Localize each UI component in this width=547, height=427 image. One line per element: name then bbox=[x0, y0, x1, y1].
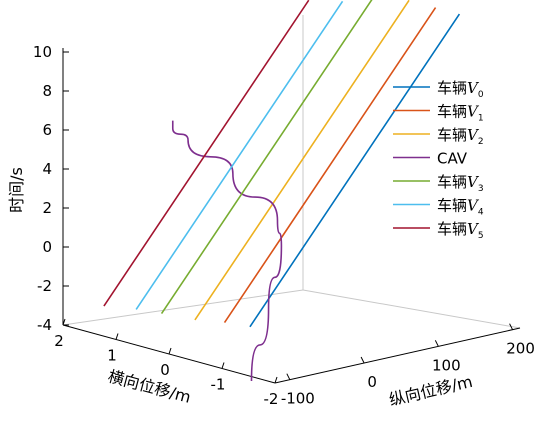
lateral-tick-mark bbox=[168, 347, 172, 355]
legend-var: V bbox=[467, 103, 480, 121]
lateral-tick-label: 0 bbox=[160, 361, 170, 379]
legend-var: V bbox=[467, 197, 480, 215]
series-line-2 bbox=[194, 0, 410, 321]
series-line-5 bbox=[135, 0, 344, 310]
time-axis-label: 时间/s bbox=[7, 167, 26, 213]
longitudinal-tick-group: -100 0 100 200 bbox=[281, 323, 535, 408]
legend-label-1: 车辆V1 bbox=[437, 103, 484, 124]
legend-var: V bbox=[467, 220, 480, 238]
axes-box bbox=[62, 15, 521, 329]
legend-var: V bbox=[467, 126, 480, 144]
axes-front bbox=[62, 48, 521, 384]
legend-label-6: 车辆V5 bbox=[437, 220, 484, 241]
lateral-tick-label: -1 bbox=[211, 376, 226, 394]
legend-name: 车辆 bbox=[437, 220, 467, 238]
legend-name: 车辆 bbox=[437, 173, 467, 191]
legend-label-4: 车辆V3 bbox=[437, 173, 484, 194]
series-line-1 bbox=[223, 7, 437, 324]
legend-var: V bbox=[467, 79, 480, 97]
lateral-tick-mark bbox=[62, 318, 66, 326]
legend-name: 车辆 bbox=[437, 126, 467, 144]
series-line-6 bbox=[103, 0, 310, 307]
longitudinal-tick-mark bbox=[509, 323, 514, 330]
lateral-tick-mark bbox=[221, 362, 225, 369]
lateral-tick-label: 1 bbox=[107, 347, 117, 365]
longitudinal-axis-label: 纵向位移/m bbox=[387, 372, 474, 410]
lateral-tick-label: 2 bbox=[54, 332, 64, 350]
legend-sub: 3 bbox=[478, 184, 484, 194]
time-tick-label: 4 bbox=[42, 160, 52, 178]
series-line-4 bbox=[160, 0, 373, 315]
longitudinal-tick-label: 100 bbox=[432, 356, 461, 374]
longitudinal-axis-line bbox=[274, 327, 521, 384]
legend-name: 车辆 bbox=[437, 103, 467, 121]
legend-sub: 1 bbox=[478, 114, 484, 124]
lateral-tick-mark bbox=[274, 376, 278, 384]
time-tick-label: 6 bbox=[42, 121, 52, 139]
lateral-tick-label: -2 bbox=[264, 390, 279, 408]
longitudinal-tick-mark bbox=[434, 340, 439, 347]
lateral-tick-mark bbox=[115, 333, 119, 340]
longitudinal-tick-mark bbox=[286, 373, 291, 380]
time-tick-label: 2 bbox=[42, 199, 52, 217]
longitudinal-tick-mark bbox=[360, 356, 365, 364]
back-floor-right-line bbox=[302, 289, 521, 329]
lateral-axis-label: 横向位移/m bbox=[106, 367, 193, 407]
longitudinal-tick-label: 0 bbox=[367, 373, 377, 391]
time-tick-label: -4 bbox=[37, 316, 52, 334]
legend-label-5: 车辆V4 bbox=[437, 197, 484, 218]
legend-sub: 5 bbox=[478, 231, 484, 241]
time-tick-label: -2 bbox=[37, 277, 52, 295]
legend-label-0: 车辆V0 bbox=[437, 79, 484, 100]
time-tick-label: 0 bbox=[42, 238, 52, 256]
lateral-tick-group: 2 1 0 -1 -2 bbox=[54, 318, 279, 408]
back-floor-left-line bbox=[62, 289, 304, 326]
series-line-3 bbox=[171, 120, 283, 382]
time-tick-label: 8 bbox=[42, 82, 52, 100]
series-group bbox=[103, 0, 461, 382]
longitudinal-tick-label: -100 bbox=[281, 390, 315, 408]
legend-sub: 2 bbox=[478, 137, 484, 147]
legend-label-3: CAV bbox=[437, 150, 468, 168]
legend-name: CAV bbox=[437, 150, 468, 168]
time-tick-group: -4 -2 0 2 4 6 8 10 bbox=[33, 43, 69, 334]
legend-var: V bbox=[467, 173, 480, 191]
legend-label-2: 车辆V2 bbox=[437, 126, 484, 147]
legend-sub: 4 bbox=[478, 208, 484, 218]
longitudinal-tick-label: 200 bbox=[506, 340, 535, 358]
legend-sub: 0 bbox=[478, 90, 484, 100]
legend-name: 车辆 bbox=[437, 79, 467, 97]
legend-name: 车辆 bbox=[437, 197, 467, 215]
time-tick-label: 10 bbox=[33, 43, 52, 61]
series-line-0 bbox=[249, 13, 461, 328]
